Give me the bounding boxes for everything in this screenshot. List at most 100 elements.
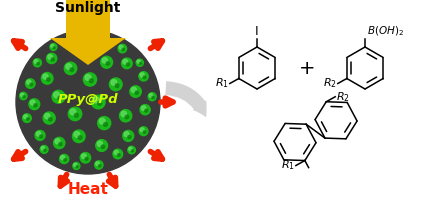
Circle shape	[117, 154, 120, 156]
Polygon shape	[50, 0, 126, 65]
Circle shape	[102, 58, 107, 63]
Circle shape	[65, 62, 77, 75]
Circle shape	[119, 45, 123, 49]
Circle shape	[43, 112, 55, 124]
Circle shape	[48, 55, 52, 59]
Circle shape	[39, 135, 42, 138]
Circle shape	[152, 96, 154, 99]
Circle shape	[16, 30, 160, 174]
Circle shape	[34, 60, 38, 63]
Circle shape	[118, 44, 126, 53]
Circle shape	[76, 166, 78, 168]
Circle shape	[136, 59, 143, 66]
Circle shape	[23, 114, 31, 122]
Text: $R_1$: $R_1$	[215, 77, 229, 90]
Circle shape	[122, 48, 124, 51]
Circle shape	[36, 132, 41, 136]
Circle shape	[60, 154, 69, 164]
Circle shape	[123, 59, 128, 64]
Circle shape	[41, 146, 45, 150]
Circle shape	[47, 78, 50, 81]
Circle shape	[54, 92, 59, 98]
Circle shape	[148, 93, 156, 101]
Circle shape	[48, 117, 52, 121]
Circle shape	[139, 62, 142, 65]
Circle shape	[72, 130, 85, 143]
Circle shape	[81, 154, 86, 159]
Circle shape	[51, 44, 54, 48]
Circle shape	[44, 149, 46, 151]
Circle shape	[80, 153, 90, 163]
Circle shape	[96, 140, 107, 151]
Circle shape	[58, 142, 62, 146]
Circle shape	[99, 118, 105, 124]
Circle shape	[19, 92, 27, 100]
Circle shape	[131, 87, 136, 92]
Circle shape	[143, 131, 146, 133]
Circle shape	[62, 39, 71, 48]
Circle shape	[110, 78, 122, 91]
Circle shape	[40, 145, 48, 153]
Circle shape	[85, 34, 89, 38]
Circle shape	[140, 128, 144, 132]
Circle shape	[30, 83, 32, 86]
Circle shape	[125, 115, 129, 119]
Circle shape	[128, 135, 131, 139]
Circle shape	[141, 106, 146, 110]
Circle shape	[135, 91, 139, 94]
Circle shape	[115, 84, 119, 88]
Circle shape	[89, 79, 93, 83]
Circle shape	[54, 137, 65, 149]
Circle shape	[85, 157, 88, 160]
Circle shape	[76, 45, 87, 57]
Circle shape	[95, 161, 103, 169]
Circle shape	[55, 139, 60, 144]
Circle shape	[96, 162, 100, 166]
Circle shape	[26, 79, 35, 88]
Circle shape	[51, 58, 54, 61]
Circle shape	[84, 73, 97, 86]
Circle shape	[61, 156, 65, 160]
Circle shape	[73, 162, 80, 169]
Circle shape	[131, 150, 133, 152]
Text: $R_1$: $R_1$	[281, 159, 295, 172]
Circle shape	[97, 41, 102, 45]
Circle shape	[41, 73, 53, 84]
FancyArrowPatch shape	[165, 81, 207, 117]
Circle shape	[23, 96, 25, 98]
Circle shape	[120, 110, 132, 122]
Circle shape	[129, 147, 132, 151]
Circle shape	[35, 130, 45, 140]
Circle shape	[66, 64, 71, 69]
Text: Sunlight: Sunlight	[55, 1, 121, 15]
Circle shape	[140, 73, 144, 77]
Circle shape	[64, 158, 66, 161]
Circle shape	[68, 107, 82, 121]
Circle shape	[64, 40, 68, 44]
Circle shape	[126, 63, 129, 66]
Circle shape	[139, 72, 148, 81]
Circle shape	[26, 118, 29, 120]
Circle shape	[50, 44, 57, 50]
Circle shape	[74, 163, 77, 166]
Circle shape	[97, 117, 111, 130]
Circle shape	[70, 109, 76, 115]
Text: Heat: Heat	[68, 182, 108, 197]
Circle shape	[88, 37, 90, 39]
Circle shape	[130, 86, 141, 97]
Text: +: +	[299, 58, 315, 77]
Circle shape	[30, 100, 35, 105]
Circle shape	[20, 93, 24, 97]
Circle shape	[91, 95, 105, 109]
Circle shape	[84, 33, 92, 41]
Text: $R_2$: $R_2$	[336, 90, 350, 104]
Circle shape	[97, 141, 103, 146]
Circle shape	[24, 115, 28, 119]
Circle shape	[33, 59, 42, 67]
Circle shape	[45, 114, 50, 119]
Circle shape	[145, 109, 148, 112]
Circle shape	[98, 165, 101, 167]
Circle shape	[96, 39, 106, 49]
Circle shape	[128, 146, 136, 154]
Circle shape	[77, 47, 82, 52]
